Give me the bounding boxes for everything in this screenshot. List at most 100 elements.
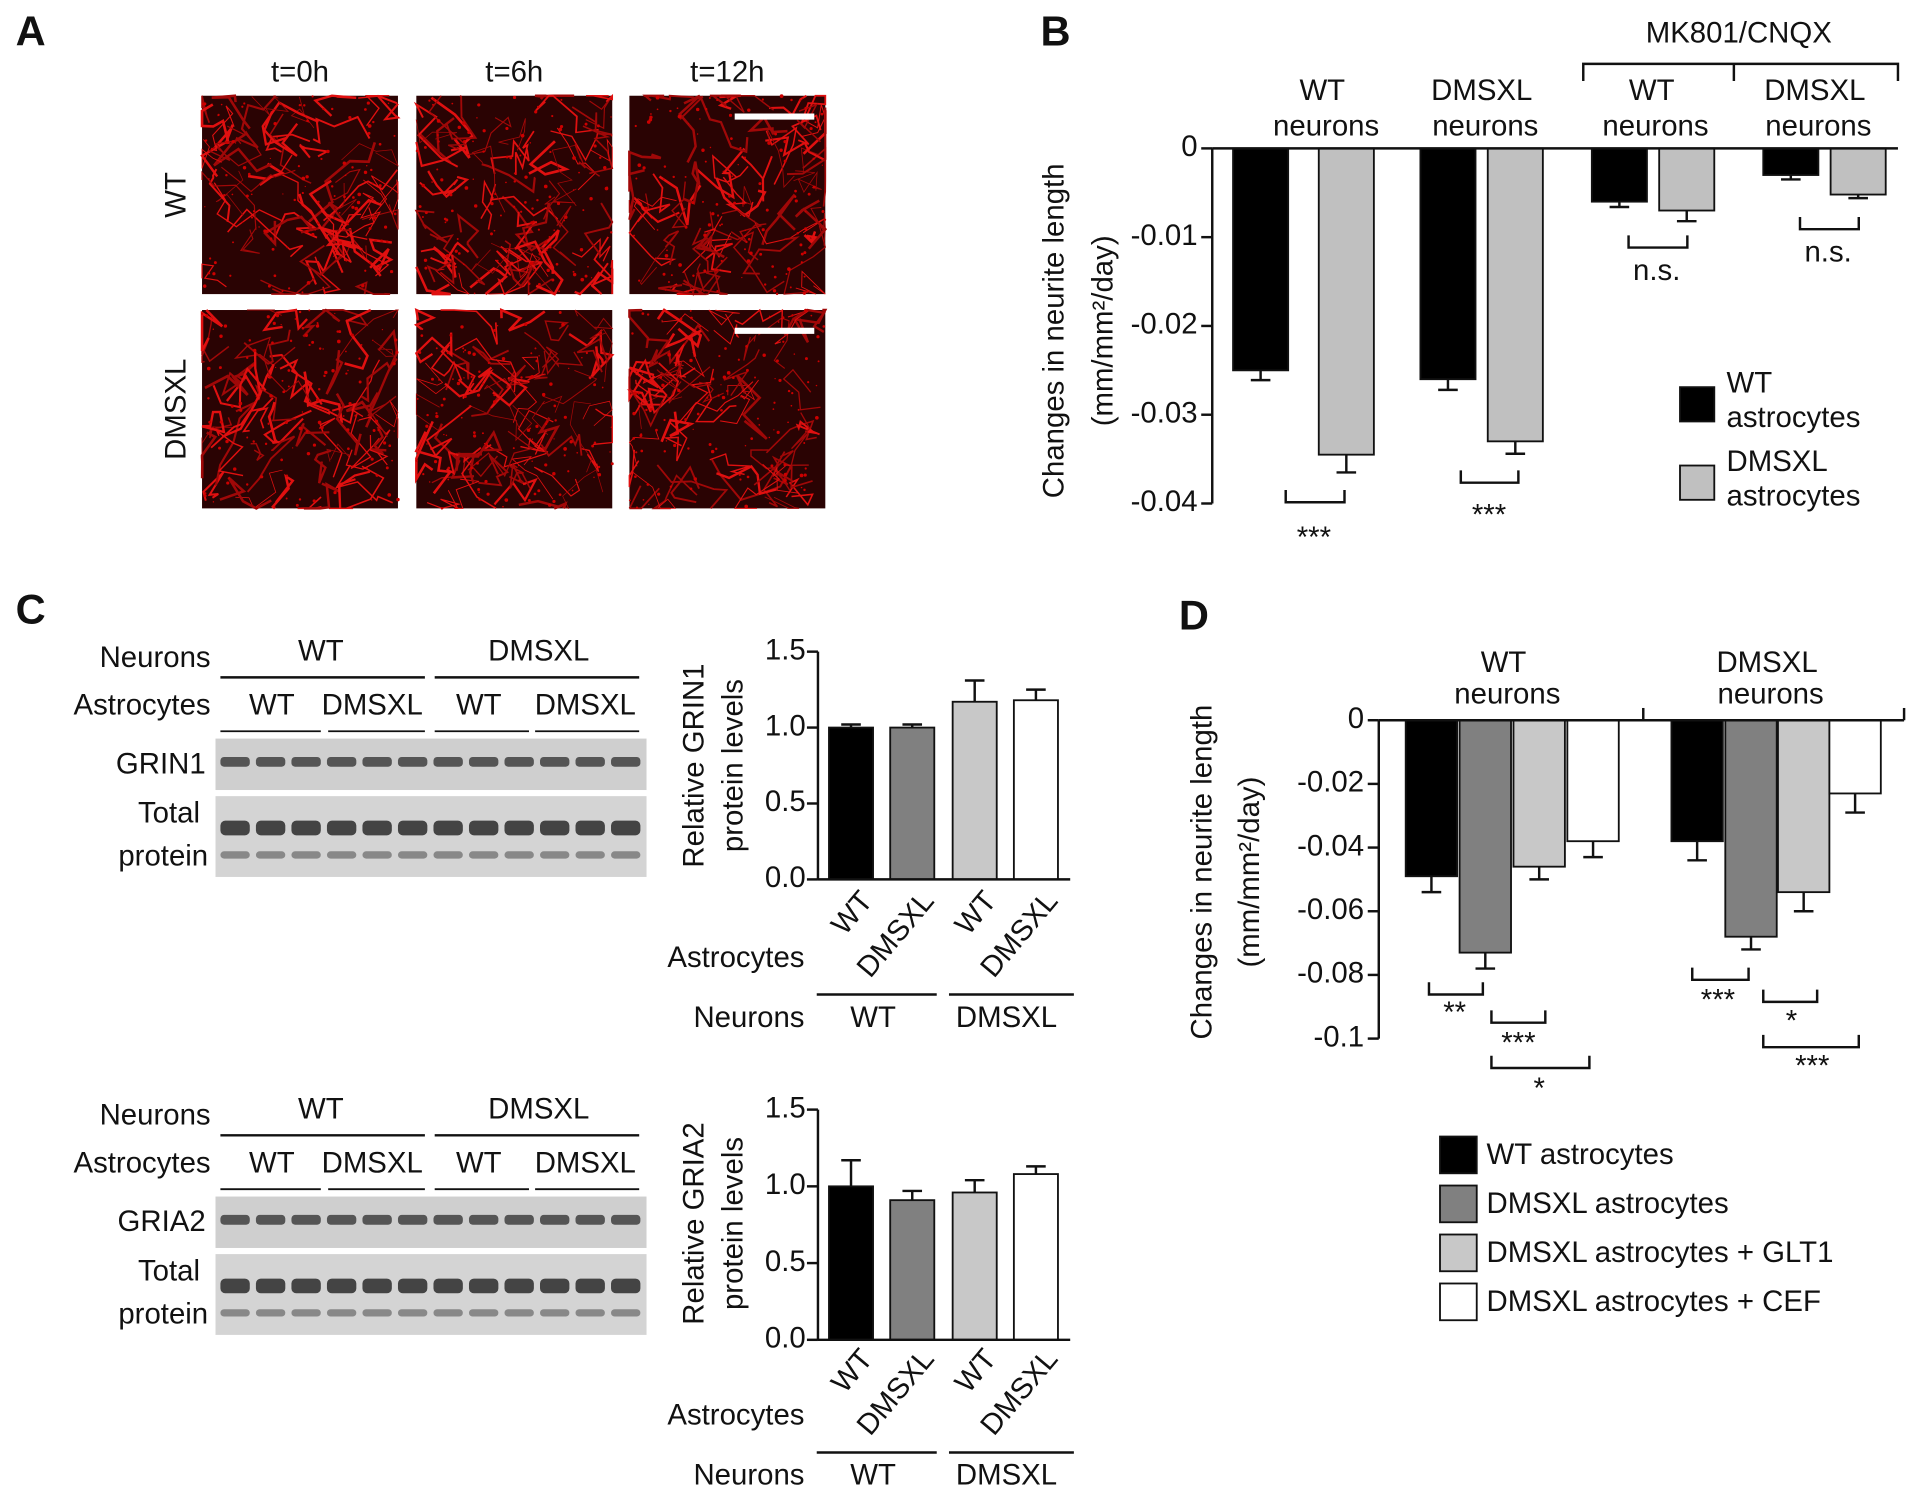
speck [273, 506, 276, 509]
speck [395, 350, 399, 354]
speck [635, 506, 639, 509]
speck [548, 503, 552, 507]
speck [369, 261, 372, 265]
neurite [470, 242, 511, 274]
speck [711, 212, 715, 216]
speck [679, 317, 683, 321]
speck [282, 193, 284, 195]
speck [233, 467, 237, 471]
blot-label: Total protein [118, 796, 208, 872]
neurite [700, 97, 749, 154]
speck [287, 369, 291, 372]
neurite [590, 138, 613, 168]
bar [1724, 719, 1778, 938]
speck [553, 438, 555, 440]
speck [493, 229, 496, 232]
speck [689, 487, 693, 491]
speck [496, 383, 499, 386]
neurite [246, 309, 282, 316]
speck [534, 347, 537, 350]
speck [797, 408, 800, 411]
neurite [430, 344, 463, 381]
speck [610, 426, 613, 429]
speck [496, 259, 499, 262]
speck [204, 139, 208, 142]
speck [378, 184, 382, 188]
neurite [786, 107, 827, 176]
speck [432, 98, 436, 101]
neurite [551, 144, 577, 207]
speck [421, 183, 425, 188]
speck [804, 308, 808, 313]
band [611, 1214, 641, 1225]
speck [436, 168, 439, 171]
speck [512, 95, 517, 100]
band [611, 820, 641, 836]
speck [704, 107, 708, 111]
speck [320, 157, 323, 161]
speck [704, 160, 707, 163]
neurite [651, 474, 698, 510]
speck [280, 458, 283, 462]
neurite [436, 234, 486, 286]
speck [559, 124, 564, 129]
speck [677, 388, 681, 393]
speck [494, 192, 497, 196]
neurite [295, 422, 330, 447]
speck [440, 507, 444, 510]
neurite [571, 238, 611, 262]
annotation: *** [1795, 1050, 1829, 1083]
speck [338, 211, 341, 214]
speck [741, 276, 743, 279]
speck [269, 237, 273, 240]
neurite [303, 482, 340, 510]
band [540, 820, 570, 836]
speck [336, 339, 341, 344]
speck [637, 392, 640, 395]
legend-swatch [1679, 464, 1716, 501]
neurite [456, 213, 480, 259]
neurite [720, 379, 759, 425]
speck [316, 322, 319, 324]
neurite [499, 308, 546, 332]
speck [312, 499, 316, 503]
speck [387, 493, 392, 497]
neurite [708, 309, 740, 326]
y-tick-label: 0.0 [765, 1322, 806, 1355]
speck [740, 395, 742, 398]
neurite [221, 361, 256, 397]
panel-label: A [16, 8, 46, 55]
neurite [743, 334, 757, 361]
blot-label: Neurons [100, 641, 211, 674]
neurite [661, 313, 709, 335]
speck [513, 172, 516, 175]
speck [367, 124, 372, 128]
speck [730, 137, 733, 140]
speck [684, 175, 687, 178]
bar [1404, 719, 1459, 878]
speck [505, 126, 509, 131]
speck [487, 361, 490, 365]
speck [340, 228, 343, 231]
speck [231, 139, 235, 144]
speck [655, 428, 658, 432]
bar [1670, 719, 1724, 843]
speck [463, 377, 465, 379]
speck [282, 390, 286, 394]
neurite [211, 94, 251, 130]
speck [499, 214, 502, 217]
band [611, 1309, 641, 1317]
neurite [445, 95, 478, 140]
neurite [709, 453, 751, 476]
y-tick-label: 1.5 [765, 633, 806, 666]
speck [670, 274, 673, 277]
neurite [455, 452, 476, 484]
speck [264, 442, 268, 446]
speck [472, 178, 474, 180]
speck [790, 404, 793, 407]
neurite [521, 356, 545, 381]
speck [317, 200, 320, 204]
speck [776, 430, 780, 434]
speck [732, 376, 735, 380]
speck [745, 368, 749, 372]
